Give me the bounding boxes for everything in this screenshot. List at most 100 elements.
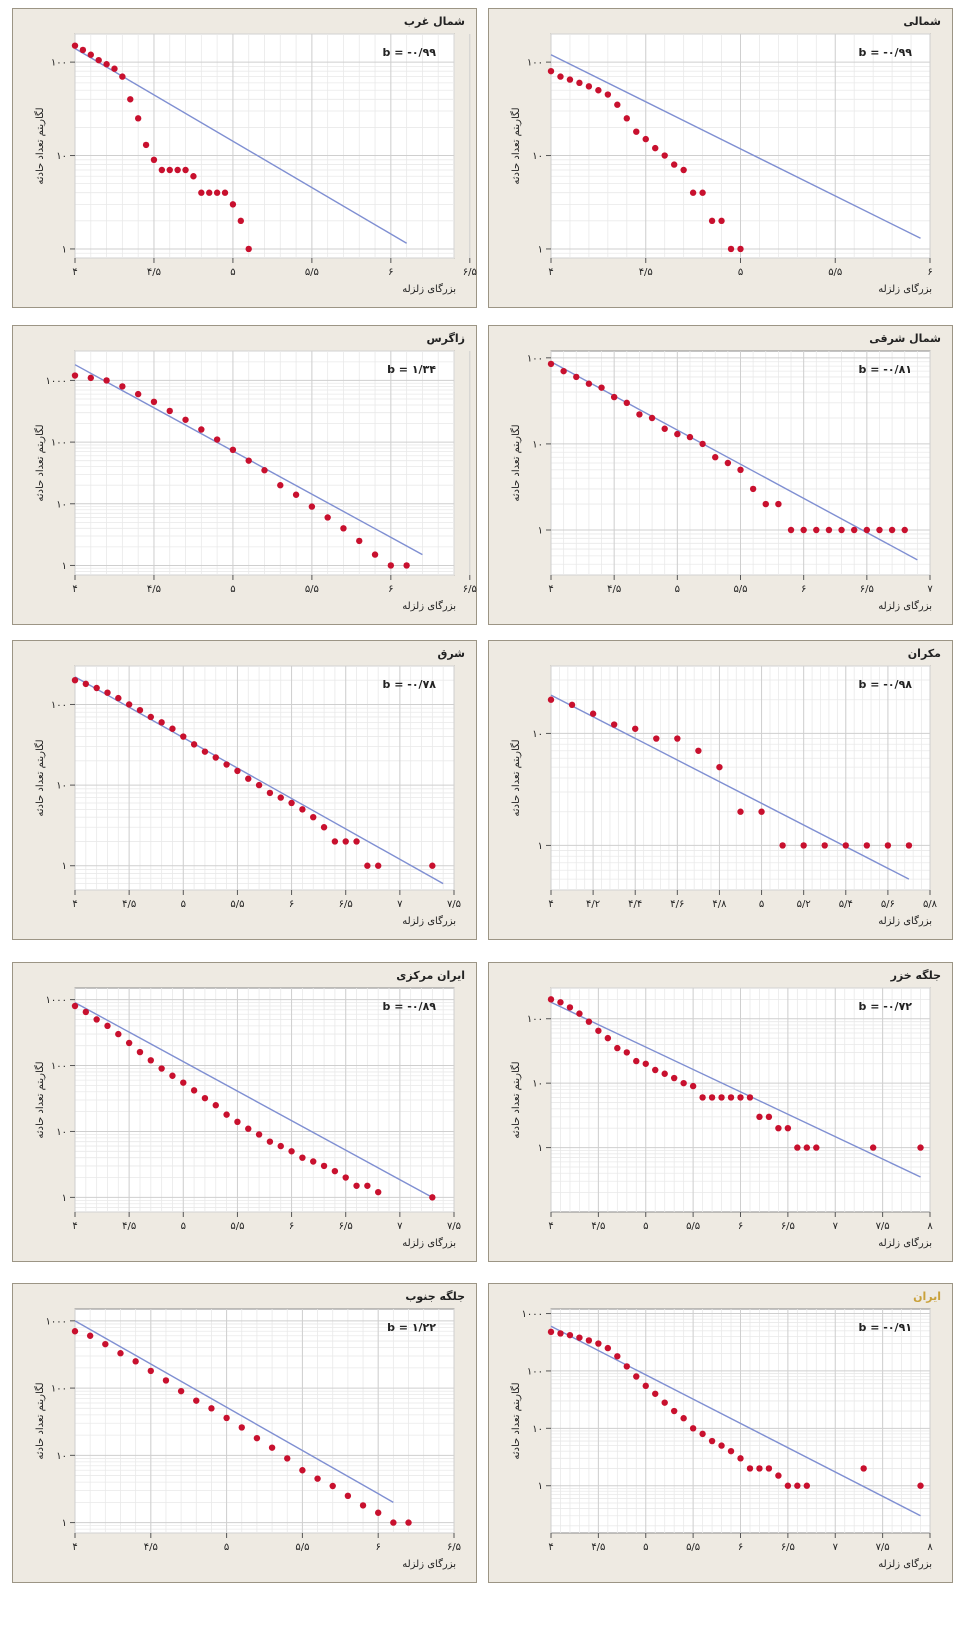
x-tick-label: ۴/۵ (147, 267, 161, 278)
major-grid (74, 351, 471, 575)
data-point (245, 457, 252, 464)
data-point (342, 838, 349, 845)
data-point (756, 1113, 763, 1121)
data-point (158, 166, 166, 174)
x-tick-label: ۶ (927, 267, 932, 278)
y-tick-label: ۱۰۰۰ (522, 1309, 543, 1320)
data-point (746, 1465, 754, 1472)
x-tick-label: ۵/۵ (686, 1542, 700, 1553)
data-point (633, 128, 640, 135)
data-point (560, 367, 567, 375)
chart-panel: ۴ ۴/۵ ۵ ۵/۵ ۶ ۶/۵ ۷ ۷/۵ ۱ ۱۰ ۱۰۰ بزرگای زلزله لگاریت… (12, 640, 477, 940)
x-tick-label: ۴ (548, 267, 553, 278)
data-point (174, 166, 181, 174)
x-tick-label: ۴/۶ (670, 899, 684, 910)
data-point (585, 83, 593, 90)
data-point (340, 525, 347, 532)
data-point (182, 416, 189, 423)
data-points (547, 996, 924, 1151)
data-point (223, 1414, 230, 1422)
data-point (308, 503, 316, 510)
x-tick-label: ۶ (289, 899, 294, 910)
data-point (708, 1094, 716, 1101)
chart-panel: ۴ ۴/۵ ۵ ۵/۵ ۶ ۶/۵ ۷ ۱ ۱۰ ۱۰۰ بزرگای زلزله لگاریتم ت… (488, 325, 953, 625)
data-point (838, 526, 845, 534)
data-point (364, 1182, 371, 1189)
data-point (756, 1465, 763, 1472)
chart-title: شمالی (903, 15, 941, 28)
data-point (813, 1144, 820, 1151)
data-point (623, 1049, 630, 1056)
data-point (87, 51, 94, 58)
chart-svg: ۴ ۴/۵ ۵ ۵/۵ ۶ ۶/۵ ۷ ۷/۵ ۱ ۱۰ ۱۰۰ ۱۰۰۰ بزرگای زلزله لگ… (12, 962, 477, 1262)
y-tick-label: ۱۰ (532, 151, 543, 162)
fit-line (550, 1325, 921, 1517)
data-point (150, 156, 158, 164)
data-point (775, 1472, 782, 1479)
y-tick-label: ۱۰ (56, 1127, 67, 1138)
x-tick-label: ۴/۵ (122, 899, 136, 910)
data-point (320, 824, 328, 831)
x-tick-label: ۴/۲ (586, 899, 600, 910)
x-axis-title: بزرگای زلزله (402, 283, 456, 295)
y-axis-title: لگاریتم تعداد حادثه (510, 107, 522, 184)
x-tick-label: ۶ (376, 1542, 381, 1553)
data-point (158, 1065, 165, 1072)
data-point (718, 217, 725, 225)
data-point (284, 1455, 291, 1462)
y-tick-label: ۱ (62, 244, 67, 255)
data-point (547, 1328, 555, 1336)
data-point (661, 1399, 668, 1406)
data-point (277, 482, 284, 489)
major-grid (74, 988, 455, 1212)
x-tick-label: ۵/۵ (686, 1221, 700, 1232)
x-tick-label: ۵/۵ (733, 584, 747, 595)
data-point (71, 676, 79, 684)
data-point (568, 701, 576, 709)
x-tick-label: ۷ (927, 584, 933, 595)
x-tick-label: ۵/۵ (305, 584, 319, 595)
y-tick-label: ۱۰۰ (527, 1014, 543, 1025)
data-point (689, 189, 697, 196)
data-point (234, 1118, 241, 1126)
data-point (213, 436, 221, 443)
y-tick-label: ۱۰ (532, 439, 543, 450)
data-point (95, 56, 102, 64)
data-point (150, 398, 158, 406)
data-point (842, 842, 849, 849)
x-tick-label: ۵/۸ (923, 899, 938, 910)
chart-title: شمال غرب (404, 15, 465, 28)
chart-title: جلگه جنوب (405, 1290, 465, 1303)
y-axis-title: لگاریتم تعداد حادثه (34, 1382, 46, 1459)
data-point (632, 725, 639, 732)
data-point (314, 1475, 321, 1482)
data-point (234, 767, 241, 775)
data-point (212, 754, 219, 761)
data-point (405, 1519, 412, 1526)
data-point (623, 1363, 630, 1370)
data-point (127, 96, 134, 103)
data-point (104, 689, 111, 696)
major-grid (550, 988, 931, 1212)
data-point (595, 87, 602, 94)
data-point (699, 1430, 706, 1438)
x-tick-label: ۶/۵ (781, 1221, 795, 1232)
data-points (71, 676, 436, 869)
x-tick-label: ۴ (72, 1221, 77, 1232)
data-point (299, 1154, 306, 1161)
fit-line (550, 694, 910, 880)
data-point (794, 1482, 801, 1489)
data-point (623, 115, 630, 122)
data-point (166, 166, 173, 174)
y-tick-label: ۱۰۰۰ (46, 1316, 67, 1327)
data-point (147, 1057, 154, 1064)
y-tick-label: ۱ (62, 1193, 67, 1204)
data-point (800, 842, 807, 849)
b-value-label: b = -۰/۹۹ (859, 46, 913, 59)
x-axis-title: بزرگای زلزله (878, 1237, 932, 1249)
y-tick-label: ۱۰۰ (527, 353, 543, 364)
x-tick-label: ۴/۵ (591, 1542, 605, 1553)
x-tick-label: ۴/۵ (122, 1221, 136, 1232)
data-point (746, 1094, 754, 1101)
data-point (888, 526, 896, 534)
